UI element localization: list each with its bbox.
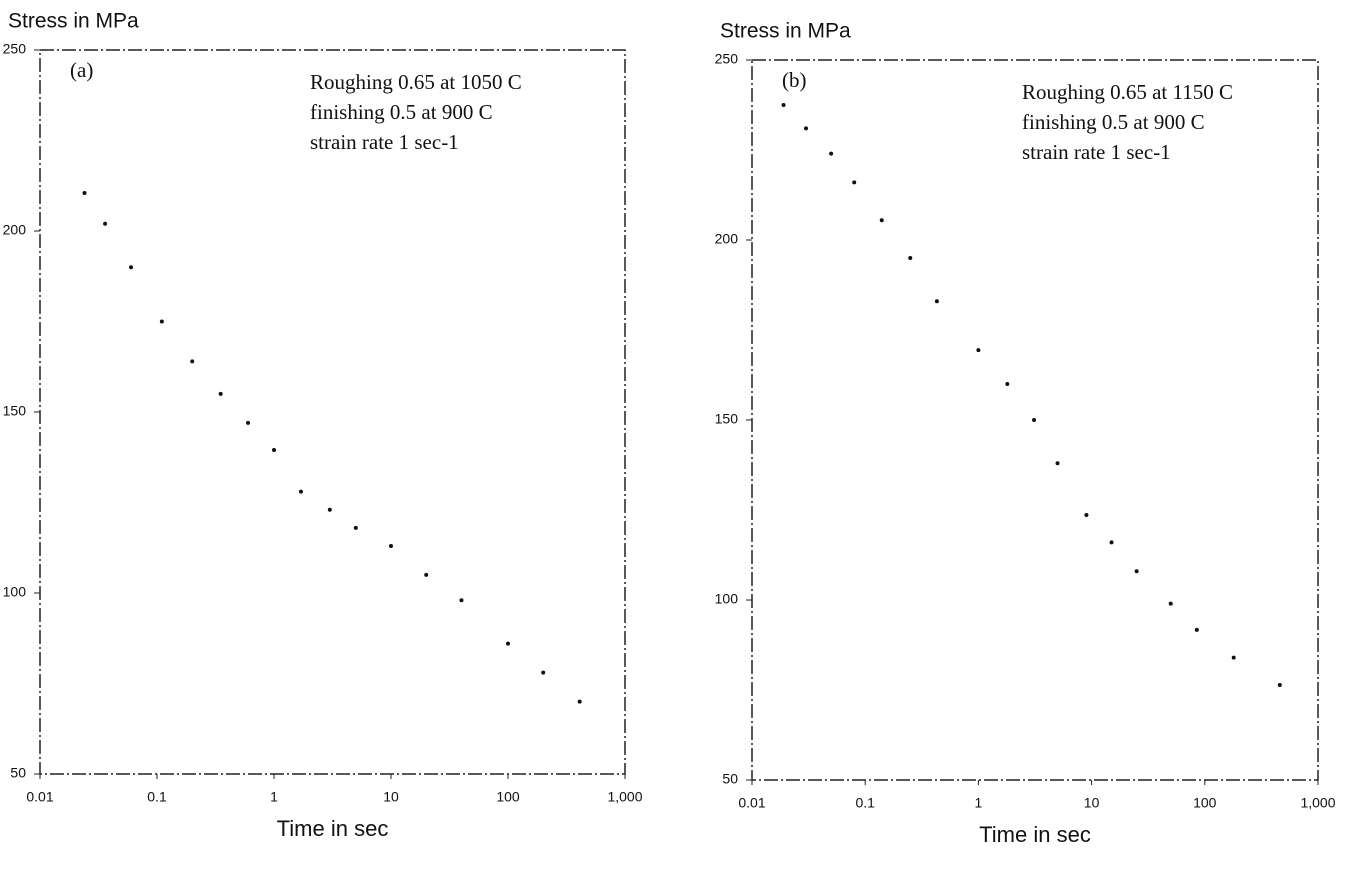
data-point bbox=[389, 544, 393, 548]
data-point bbox=[272, 448, 276, 452]
annotation: Roughing 0.65 at 1050 C bbox=[310, 70, 522, 94]
data-point bbox=[1084, 513, 1088, 517]
data-point bbox=[976, 348, 980, 352]
x-tick-label: 0.1 bbox=[855, 795, 875, 811]
x-tick-label: 10 bbox=[1084, 795, 1100, 811]
x-tick-label: 1 bbox=[975, 795, 983, 811]
x-tick-label: 1 bbox=[270, 789, 278, 805]
y-tick-label: 150 bbox=[715, 411, 739, 427]
y-tick-label: 250 bbox=[3, 41, 27, 57]
x-tick-label: 100 bbox=[496, 789, 520, 805]
annotation: strain rate 1 sec-1 bbox=[1022, 140, 1171, 164]
data-point bbox=[506, 642, 510, 646]
x-tick-label: 0.01 bbox=[26, 789, 53, 805]
annotation: Roughing 0.65 at 1150 C bbox=[1022, 80, 1233, 104]
data-point bbox=[1232, 656, 1236, 660]
data-point bbox=[782, 103, 786, 107]
x-tick-label: 1,000 bbox=[607, 789, 642, 805]
x-tick-label: 1,000 bbox=[1300, 795, 1335, 811]
data-point bbox=[935, 299, 939, 303]
data-point bbox=[246, 421, 250, 425]
data-point bbox=[852, 180, 856, 184]
data-point bbox=[103, 222, 107, 226]
x-tick-label: 0.1 bbox=[147, 789, 167, 805]
data-point bbox=[1005, 382, 1009, 386]
y-tick-label: 150 bbox=[3, 403, 27, 419]
y-tick-label: 50 bbox=[722, 771, 738, 787]
data-point bbox=[541, 671, 545, 675]
annotation: finishing 0.5 at 900 C bbox=[1022, 110, 1205, 134]
data-point bbox=[1110, 540, 1114, 544]
data-point bbox=[1169, 602, 1173, 606]
data-point bbox=[578, 700, 582, 704]
y-tick-label: 100 bbox=[715, 591, 739, 607]
y-axis-label: Stress in MPa bbox=[8, 10, 139, 33]
plot-frame bbox=[40, 50, 625, 774]
data-point bbox=[1195, 628, 1199, 632]
data-point bbox=[804, 126, 808, 130]
data-point bbox=[1056, 461, 1060, 465]
data-point bbox=[908, 256, 912, 260]
data-point bbox=[82, 191, 86, 195]
x-tick-label: 0.01 bbox=[738, 795, 765, 811]
data-point bbox=[299, 490, 303, 494]
data-point bbox=[219, 392, 223, 396]
x-axis-label: Time in sec bbox=[277, 816, 389, 841]
y-tick-label: 100 bbox=[3, 584, 27, 600]
y-tick-label: 200 bbox=[715, 231, 739, 247]
data-point bbox=[354, 526, 358, 530]
data-point bbox=[1032, 418, 1036, 422]
y-tick-label: 250 bbox=[715, 51, 739, 67]
data-point bbox=[880, 218, 884, 222]
x-tick-label: 10 bbox=[383, 789, 399, 805]
annotation: finishing 0.5 at 900 C bbox=[310, 100, 493, 124]
data-point bbox=[424, 573, 428, 577]
panel-label: (b) bbox=[782, 68, 807, 92]
data-point bbox=[160, 320, 164, 324]
data-point bbox=[328, 508, 332, 512]
x-axis-label: Time in sec bbox=[979, 822, 1091, 847]
data-point bbox=[829, 152, 833, 156]
data-point bbox=[1135, 569, 1139, 573]
data-point bbox=[459, 598, 463, 602]
y-tick-label: 200 bbox=[3, 222, 27, 238]
x-tick-label: 100 bbox=[1193, 795, 1217, 811]
y-axis-label: Stress in MPa bbox=[720, 20, 851, 43]
figure: Stress in MPa Time in sec (a) Roughing 0.65… bbox=[0, 0, 1361, 888]
y-tick-label: 50 bbox=[10, 765, 26, 781]
panel-label: (a) bbox=[70, 58, 93, 82]
data-point bbox=[129, 265, 133, 269]
annotation: strain rate 1 sec-1 bbox=[310, 130, 459, 154]
data-point bbox=[190, 359, 194, 363]
data-point bbox=[1278, 683, 1282, 687]
